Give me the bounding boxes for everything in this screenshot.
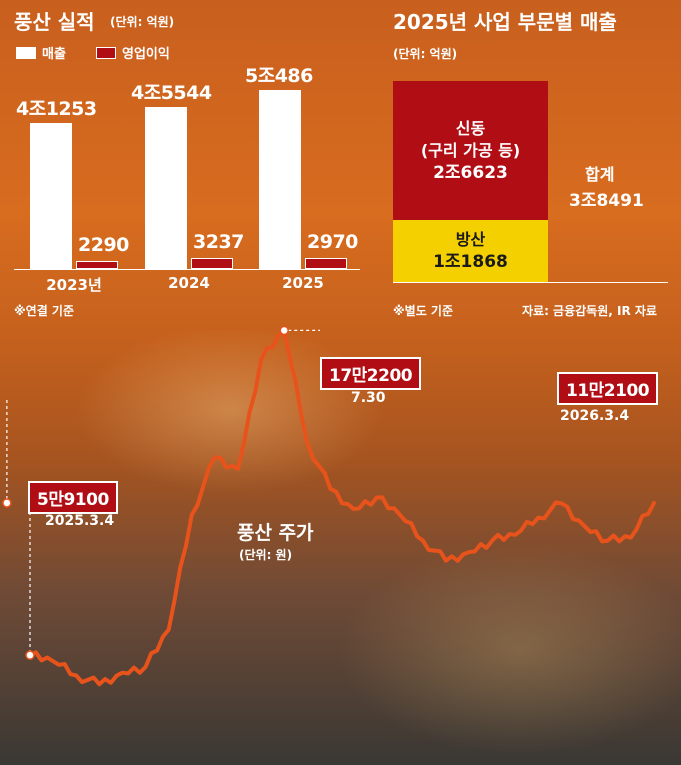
segment-value: 2조6623 xyxy=(433,162,508,183)
year-tick-label: 2024 xyxy=(168,274,210,292)
annotation-value-tag: 17만2200 xyxy=(320,357,422,390)
sales-bar xyxy=(30,122,72,269)
legend-op: 영업이익 xyxy=(96,43,170,62)
segment-name: 방산 xyxy=(455,230,486,249)
sales-value-label: 4조5544 xyxy=(131,82,212,105)
op-value-label: 2970 xyxy=(307,231,358,254)
sales-bar xyxy=(145,107,187,269)
segment-block: 신동 (구리 가공 등) 2조6623 xyxy=(393,81,548,221)
segment-block: 방산 1조1868 xyxy=(393,220,548,282)
legend-op-label: 영업이익 xyxy=(122,47,170,62)
stock-price-line xyxy=(28,328,656,687)
op-profit-bar xyxy=(76,260,118,269)
annotation-date-label: 7.30 xyxy=(351,390,386,406)
annotation-dot xyxy=(279,325,289,336)
annotation-dot xyxy=(2,498,12,508)
annotation-dot xyxy=(25,650,35,660)
earnings-chart-title: 풍산 실적 xyxy=(14,10,95,34)
annotation-date-label: 2025.3.4 xyxy=(45,513,115,529)
op-value-label: 2290 xyxy=(78,233,129,256)
earnings-baseline xyxy=(14,269,360,270)
op-profit-bar xyxy=(191,257,233,269)
source-note: 자료: 금융감독원, IR 자료 xyxy=(522,304,657,318)
year-tick-label: 2023년 xyxy=(46,276,102,294)
segment-chart-unit: (단위: 억원) xyxy=(393,47,458,61)
sales-bar xyxy=(259,89,301,269)
year-tick-label: 2025 xyxy=(282,274,324,292)
sales-value-label: 4조1253 xyxy=(16,97,97,120)
annotation-value-tag: 5만9100 xyxy=(28,481,118,514)
segment-note: ※별도 기준 xyxy=(393,304,454,318)
earnings-note: ※연결 기준 xyxy=(14,304,75,318)
legend-sales-swatch xyxy=(16,46,36,59)
segment-total-value: 3조8491 xyxy=(569,191,644,211)
op-profit-bar xyxy=(305,258,347,269)
legend-sales-label: 매출 xyxy=(42,47,66,62)
stock-chart-unit: (단위: 원) xyxy=(239,548,293,562)
segment-name: 신동 xyxy=(455,118,486,138)
annotation-value-tag: 11만2100 xyxy=(557,372,659,405)
segment-chart-title: 2025년 사업 부문별 매출 xyxy=(393,10,617,34)
stock-chart-title: 풍산 주가 xyxy=(237,522,314,544)
annotation-date-label: 2026.3.4 xyxy=(560,408,630,424)
earnings-chart-unit: (단위: 억원) xyxy=(110,15,175,29)
stock-annotation-marks xyxy=(2,325,320,660)
segment-name: (구리 가공 등) xyxy=(420,140,521,160)
segment-baseline xyxy=(393,282,668,283)
legend-sales: 매출 xyxy=(16,43,66,62)
segment-value: 1조1868 xyxy=(433,252,508,272)
op-value-label: 3237 xyxy=(193,230,244,253)
segment-total-label: 합계 xyxy=(585,165,615,184)
sales-value-label: 5조486 xyxy=(245,64,313,87)
legend-op-swatch xyxy=(96,46,116,59)
